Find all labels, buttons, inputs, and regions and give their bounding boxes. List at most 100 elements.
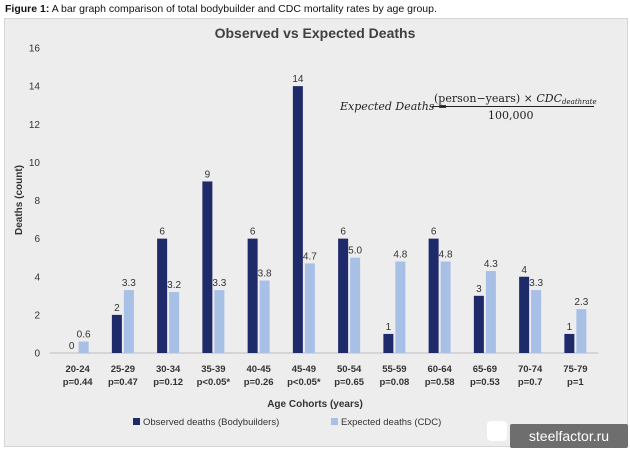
bar-expected bbox=[78, 341, 89, 353]
bar-expected bbox=[214, 290, 225, 353]
data-label-observed: 6 bbox=[250, 227, 256, 238]
p-value-label: p=0.53 bbox=[470, 377, 500, 388]
bar-expected bbox=[350, 257, 361, 353]
data-label-expected: 4.8 bbox=[439, 250, 453, 261]
formula-numerator: (person−years) × CDCdeathrate bbox=[434, 92, 597, 106]
x-tick-label: 60-64 bbox=[427, 364, 452, 375]
x-tick-label: 70-74 bbox=[518, 364, 543, 375]
chart-panel bbox=[4, 18, 628, 447]
legend-label-expected: Expected deaths (CDC) bbox=[341, 417, 441, 428]
chart-title: Observed vs Expected Deaths bbox=[215, 25, 416, 41]
data-label-expected: 3.8 bbox=[258, 269, 272, 280]
data-label-observed: 1 bbox=[386, 322, 392, 333]
bar-observed bbox=[157, 238, 168, 353]
p-value-label: p=0.12 bbox=[153, 377, 183, 388]
formula-subscript: deathrate bbox=[562, 98, 597, 106]
bar-observed bbox=[338, 238, 349, 353]
p-value-label: p=0.47 bbox=[108, 377, 138, 388]
p-value-label: p=1 bbox=[567, 377, 584, 388]
data-label-expected: 4.7 bbox=[303, 251, 317, 262]
data-label-observed: 1 bbox=[567, 322, 573, 333]
formula-denominator: 100,000 bbox=[488, 109, 534, 122]
data-label-expected: 2.3 bbox=[574, 297, 588, 308]
bar-observed bbox=[383, 333, 394, 353]
x-tick-label: 75-79 bbox=[563, 364, 587, 375]
p-value-label: p=0.65 bbox=[334, 377, 365, 388]
legend-label-observed: Observed deaths (Bodybuilders) bbox=[143, 417, 279, 428]
p-value-label: p=0.08 bbox=[379, 377, 409, 388]
data-label-expected: 3.3 bbox=[212, 278, 226, 289]
figure-caption: Figure 1: A bar graph comparison of tota… bbox=[5, 3, 437, 15]
data-label-expected: 4.3 bbox=[484, 259, 498, 270]
p-value-label: p=0.58 bbox=[425, 377, 455, 388]
data-label-expected: 4.8 bbox=[393, 250, 407, 261]
bar-expected bbox=[395, 261, 406, 353]
bar-observed bbox=[519, 276, 530, 353]
x-tick-label: 55-59 bbox=[382, 364, 406, 375]
y-tick-label: 14 bbox=[29, 82, 41, 93]
bar-observed bbox=[202, 181, 213, 353]
y-axis-ticks: 0 2 4 6 8 10 12 14 16 bbox=[29, 44, 41, 360]
y-axis-label: Deaths (count) bbox=[14, 165, 25, 235]
p-value-label: p=0.26 bbox=[244, 377, 274, 388]
x-axis-ticks: 20-24 p=0.44 25-29 p=0.47 30-34 p=0.12 35-39 p<… bbox=[63, 364, 588, 388]
x-tick-label: 40-45 bbox=[246, 364, 271, 375]
data-label-observed: 6 bbox=[340, 227, 346, 238]
formula-numerator-text: (person−years) × bbox=[434, 92, 533, 105]
y-tick-label: 6 bbox=[34, 234, 40, 245]
bar-observed bbox=[111, 314, 122, 353]
data-label-observed: 4 bbox=[521, 265, 527, 276]
bar-expected bbox=[440, 261, 451, 353]
p-value-label: p=0.7 bbox=[518, 377, 543, 388]
legend-swatch-observed bbox=[133, 418, 140, 425]
formula-cdc: CDC bbox=[536, 92, 563, 105]
data-label-observed: 6 bbox=[159, 227, 165, 238]
x-tick-label: 65-69 bbox=[473, 364, 497, 375]
bar-expected bbox=[169, 292, 180, 353]
bar-expected bbox=[123, 290, 134, 353]
y-tick-label: 10 bbox=[29, 158, 41, 169]
y-tick-label: 12 bbox=[29, 120, 41, 131]
x-tick-label: 25-29 bbox=[111, 364, 135, 375]
x-tick-label: 35-39 bbox=[201, 364, 225, 375]
y-tick-label: 2 bbox=[34, 310, 40, 321]
data-label-expected: 3.2 bbox=[167, 280, 181, 291]
bar-expected bbox=[531, 290, 542, 353]
p-value-label: p=0.44 bbox=[63, 377, 94, 388]
formula-fraction-bar bbox=[432, 106, 594, 107]
data-label-observed: 2 bbox=[114, 303, 120, 314]
x-tick-label: 50-54 bbox=[337, 364, 362, 375]
bar-observed bbox=[564, 333, 575, 353]
bar-observed bbox=[473, 295, 484, 353]
x-tick-label: 20-24 bbox=[65, 364, 90, 375]
y-tick-label: 16 bbox=[29, 44, 41, 55]
data-label-expected: 3.3 bbox=[529, 278, 543, 289]
legend: Observed deaths (Bodybuilders) Expected … bbox=[133, 417, 441, 428]
p-value-label: p<0.05* bbox=[287, 377, 321, 388]
bar-observed bbox=[247, 238, 258, 353]
y-tick-label: 4 bbox=[34, 272, 40, 283]
bar-expected bbox=[485, 271, 496, 353]
bars-group bbox=[78, 86, 587, 353]
y-tick-label: 0 bbox=[34, 349, 40, 360]
p-value-label: p<0.05* bbox=[197, 377, 231, 388]
bar-observed bbox=[428, 238, 439, 353]
figure-caption-text: A bar graph comparison of total bodybuil… bbox=[51, 3, 437, 15]
y-tick-label: 8 bbox=[34, 196, 40, 207]
data-label-expected: 3.3 bbox=[122, 278, 136, 289]
x-tick-label: 30-34 bbox=[156, 364, 181, 375]
data-label-observed: 6 bbox=[431, 227, 437, 238]
data-label-observed: 14 bbox=[292, 74, 304, 85]
bar-expected bbox=[304, 263, 315, 353]
data-label-observed: 0 bbox=[69, 341, 75, 352]
watermark: steelfactor.ru bbox=[510, 424, 628, 448]
data-label-observed: 3 bbox=[476, 284, 482, 295]
x-axis-label: Age Cohorts (years) bbox=[267, 399, 363, 410]
watermark-patch bbox=[487, 421, 507, 441]
data-label-expected: 0.6 bbox=[77, 330, 91, 341]
legend-swatch-expected bbox=[331, 418, 338, 425]
x-tick-label: 45-49 bbox=[292, 364, 316, 375]
bar-expected bbox=[259, 280, 270, 353]
formula-lhs: Expected Deaths = bbox=[340, 100, 448, 113]
